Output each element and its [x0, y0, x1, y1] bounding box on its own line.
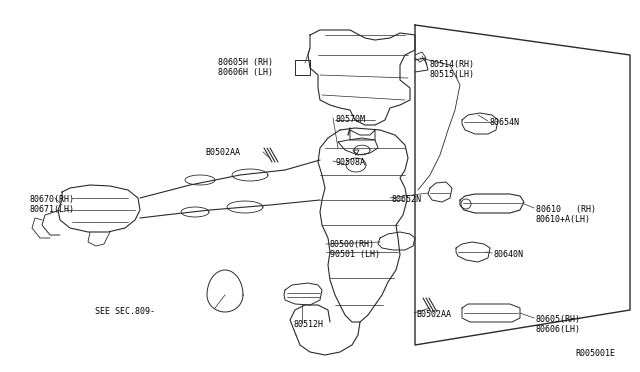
Text: 80570M: 80570M: [335, 115, 365, 124]
Text: 80606H (LH): 80606H (LH): [218, 68, 273, 77]
Text: 80515(LH): 80515(LH): [430, 70, 475, 79]
Text: 80671(LH): 80671(LH): [30, 205, 75, 214]
Text: 80514(RH): 80514(RH): [430, 60, 475, 69]
Text: 80606(LH): 80606(LH): [536, 325, 581, 334]
Text: 90501 (LH): 90501 (LH): [330, 250, 380, 259]
Text: B0502AA: B0502AA: [416, 310, 451, 319]
Text: 80610   (RH): 80610 (RH): [536, 205, 596, 214]
Text: 80610+A(LH): 80610+A(LH): [536, 215, 591, 224]
Text: 80512H: 80512H: [294, 320, 324, 329]
Text: 80500(RH): 80500(RH): [330, 240, 375, 249]
Text: 80605H (RH): 80605H (RH): [218, 58, 273, 67]
Text: B0502AA: B0502AA: [205, 148, 240, 157]
Text: 80605(RH): 80605(RH): [536, 315, 581, 324]
Text: R005001E: R005001E: [575, 349, 615, 358]
Text: 90508A: 90508A: [335, 158, 365, 167]
Text: 80652N: 80652N: [392, 195, 422, 204]
Text: 80640N: 80640N: [494, 250, 524, 259]
Text: 80654N: 80654N: [490, 118, 520, 127]
Text: 80670(RH): 80670(RH): [30, 195, 75, 204]
Text: SEE SEC.809-: SEE SEC.809-: [95, 307, 155, 316]
